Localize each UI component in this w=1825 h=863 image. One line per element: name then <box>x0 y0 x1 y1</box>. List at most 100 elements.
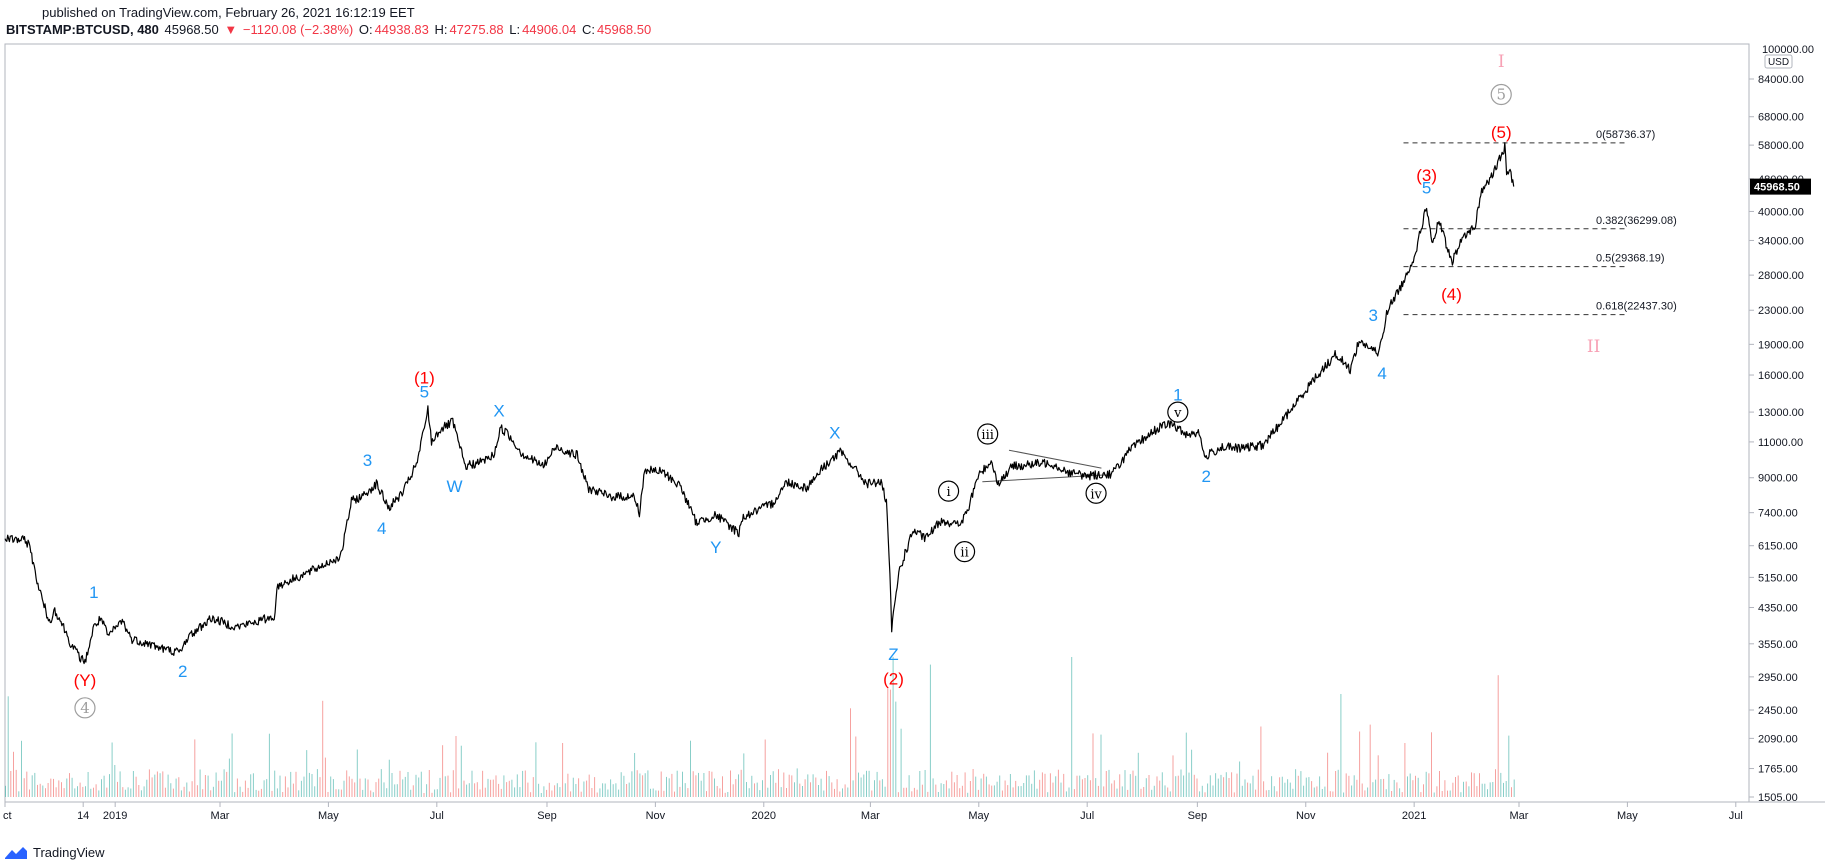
volume-bar <box>810 782 811 797</box>
volume-bar <box>586 780 588 797</box>
volume-bar <box>1479 773 1480 797</box>
volume-bar <box>1495 769 1496 797</box>
volume-bar <box>1356 779 1358 797</box>
time-axis[interactable]: ct 14 2019 Mar May Jul Sep Nov 2020 Mar May Jul Sep N… <box>3 802 1743 822</box>
price-tick-label: 58000.00 <box>1758 140 1804 152</box>
price-series <box>4 142 1515 665</box>
volume-bar <box>868 770 870 797</box>
volume-bar <box>860 777 862 797</box>
volume-bar <box>359 778 361 797</box>
volume-bar <box>684 783 686 797</box>
volume-bar <box>151 777 153 797</box>
volume-bar <box>442 745 444 797</box>
volume-bar <box>780 787 782 797</box>
volume-bar <box>212 786 214 797</box>
volume-bar <box>1351 785 1353 797</box>
volume-bar <box>93 787 94 797</box>
price-tick-label: 40000.00 <box>1758 206 1804 218</box>
volume-bar <box>1007 785 1009 797</box>
volume-bar <box>975 776 977 797</box>
volume-bar <box>847 787 849 797</box>
volume-bar <box>674 791 675 797</box>
volume-bar <box>410 789 412 797</box>
volume-bar <box>122 787 124 797</box>
wave-label: 1 <box>1173 385 1182 404</box>
volume-bar <box>1359 731 1361 797</box>
wave-label: X <box>829 423 840 442</box>
time-tick-label: Jul <box>1080 810 1094 822</box>
volume-bar <box>1247 782 1249 797</box>
volume-bar <box>375 782 377 797</box>
volume-bar <box>551 790 553 797</box>
price-tick-label: 5150.00 <box>1758 572 1798 584</box>
volume-bar <box>37 784 38 797</box>
volume-bar <box>42 785 44 797</box>
volume-bar <box>1332 791 1334 797</box>
volume-bar <box>602 783 604 797</box>
volume-bar <box>964 772 966 797</box>
volume-bar <box>1399 788 1401 797</box>
wave-labels[interactable]: (Y)41234(1)5WXYXiiiiiiZ(2)iv1v234(3)5(4)… <box>74 52 1601 719</box>
price-tick-label: 1765.00 <box>1758 764 1798 776</box>
volume-bar <box>1425 771 1427 797</box>
volume-bar <box>969 781 971 797</box>
volume-bar <box>1148 775 1150 797</box>
volume-bar <box>303 776 305 797</box>
wave-label: 2 <box>1202 467 1211 486</box>
volume-bar <box>394 784 396 797</box>
price-tick-label: 1505.00 <box>1758 792 1798 804</box>
volume-bar <box>1484 783 1486 797</box>
volume-bar <box>612 784 614 797</box>
volume-bar <box>1388 774 1390 797</box>
close-label: C: <box>582 22 595 37</box>
volume-bar <box>929 664 931 797</box>
volume-bar <box>866 770 867 797</box>
volume-bar <box>202 789 204 797</box>
volume-bar <box>300 780 302 797</box>
published-line: published on TradingView.com, February 2… <box>42 5 415 20</box>
volume-bar <box>1028 775 1030 797</box>
ohlc-legend: BITSTAMP:BTCUSD, 480 45968.50 ▼ −1120.08… <box>6 22 653 37</box>
volume-bar <box>391 773 393 797</box>
volume-bar <box>948 788 950 797</box>
volume-bar <box>356 749 358 797</box>
volume-bar <box>1159 780 1161 797</box>
volume-bar <box>626 784 628 797</box>
volume-bar <box>1001 790 1003 797</box>
fibonacci-retracement[interactable]: 0(58736.37) 0.382(36299.08) 0.5(29368.19) 0… <box>1403 129 1677 316</box>
symbol-label[interactable]: BITSTAMP:BTCUSD, 480 <box>6 22 159 37</box>
volume-bar <box>226 771 228 797</box>
volume-bar <box>479 789 481 797</box>
volume-bar <box>1303 785 1305 797</box>
volume-bar <box>255 789 257 797</box>
time-tick-label: Mar <box>211 810 230 822</box>
volume-bar <box>985 776 987 797</box>
volume-bar <box>364 778 366 797</box>
volume-bar <box>1420 792 1422 797</box>
volume-bar <box>1396 782 1398 797</box>
volume-bar <box>1295 769 1297 797</box>
fib-label: 0.5(29368.19) <box>1596 253 1665 265</box>
volume-bar <box>396 784 398 797</box>
last-price-tag <box>1750 178 1811 195</box>
volume-bar <box>1257 769 1259 797</box>
volume-bar <box>146 779 148 797</box>
volume-bar <box>271 790 273 797</box>
volume-bar <box>908 775 910 797</box>
volume-bar <box>407 772 409 797</box>
volume-bar <box>650 788 651 797</box>
volume-bar <box>111 742 113 797</box>
volume-bar <box>687 788 689 797</box>
price-axis[interactable]: 1505.00 1765.00 2090.00 2450.00 2950.00 3550.… <box>1749 44 1814 804</box>
volume-bar <box>1391 791 1393 797</box>
volume-bar <box>708 771 710 797</box>
volume-bar <box>524 770 526 797</box>
volume-bar <box>1287 779 1289 797</box>
volume-bar <box>740 769 742 797</box>
volume-bar <box>506 782 508 797</box>
volume-bar <box>1017 786 1019 797</box>
time-tick-label: Jul <box>1729 810 1743 822</box>
volume-bar <box>268 733 270 797</box>
volume-bar <box>1327 752 1329 797</box>
